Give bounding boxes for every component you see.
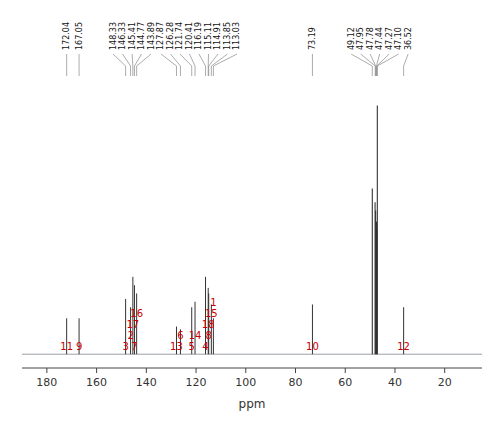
peak-label: 17 [127, 319, 140, 330]
leader-line [377, 54, 398, 76]
axis-title: ppm [239, 397, 266, 411]
peak-label: 16 [130, 308, 143, 319]
peak-label: 1 [210, 297, 216, 308]
leader-line [351, 54, 372, 76]
leader-line [404, 54, 409, 76]
peak-label: 12 [397, 341, 410, 352]
peak-label: 5 [189, 341, 195, 352]
shift-annotation: 143.89 [147, 22, 156, 50]
baseline [22, 354, 482, 355]
leader-line [66, 54, 67, 76]
tick [245, 368, 246, 373]
shift-annotation: 145.41 [128, 22, 137, 50]
peak-label: 9 [76, 341, 82, 352]
series [372, 106, 377, 355]
tick [295, 368, 296, 373]
shift-annotation: 47.44 [375, 27, 384, 50]
x-axis: 180 160 140 120 100 80 60 40 20 ppm [22, 368, 482, 411]
leader-line [132, 54, 134, 76]
shift-annotation: 113.85 [223, 22, 232, 50]
page: {"chart_data": { "type": "stem", "x_labe… [0, 0, 500, 428]
shift-annotation: 73.19 [308, 27, 317, 50]
tick-label: 20 [438, 376, 452, 389]
shift-annotation: 113.03 [232, 22, 241, 50]
shift-annotation: 126.28 [166, 22, 175, 50]
leader-line [312, 54, 313, 76]
leader-line [361, 54, 376, 76]
tick-label: 140 [136, 376, 157, 389]
shift-annotation: 115.11 [204, 22, 213, 50]
leader-line [180, 54, 192, 76]
tick-label: 120 [186, 376, 207, 389]
leader-line [189, 54, 195, 76]
peak [377, 106, 378, 355]
tick-label: 40 [388, 376, 402, 389]
tick [146, 368, 147, 373]
peak [375, 202, 376, 354]
tick-label: 160 [86, 376, 107, 389]
peak [375, 211, 376, 355]
leader-line [79, 54, 80, 76]
peak-label: 8 [206, 330, 212, 341]
peak-label: 6 [177, 330, 183, 341]
shift-annotation: 114.91 [213, 22, 222, 50]
tick [345, 368, 346, 373]
axis-line [22, 368, 482, 369]
leader-line [161, 54, 177, 76]
tick [444, 368, 445, 373]
shift-annotation: 116.19 [194, 22, 203, 50]
peak-label: 7 [131, 341, 137, 352]
tick [46, 368, 47, 373]
shift-annotation: 120.41 [185, 22, 194, 50]
tick-label: 80 [289, 376, 303, 389]
tick [96, 368, 97, 373]
series [67, 277, 404, 354]
leader-line [137, 54, 151, 76]
tick [394, 368, 395, 373]
peak [372, 188, 373, 354]
peak-label: 10 [306, 341, 319, 352]
peak-label: 14 [189, 330, 202, 341]
leader-line [199, 54, 206, 76]
plot-area [67, 106, 404, 355]
leader-line [123, 54, 131, 76]
peak-labels: 119 3217 7 16 1365144 188 151 10 12 [60, 297, 410, 352]
shift-annotation: 36.52 [404, 27, 413, 50]
peak-label: 13 [170, 341, 183, 352]
shift-annotation: 146.33 [118, 22, 127, 50]
shift-annotation: 127.87 [156, 22, 165, 50]
leader-line [213, 54, 237, 76]
shift-annotation: 47.27 [385, 27, 394, 50]
peak-label: 18 [202, 319, 215, 330]
leader-line [113, 54, 126, 76]
shift-annotation: 47.95 [356, 27, 365, 50]
shift-annotation: 167.05 [75, 22, 84, 50]
chart: 180 160 140 120 100 80 60 40 20 ppm 119 3217 7 16 1365… [0, 0, 500, 428]
tick-label: 180 [36, 376, 57, 389]
shift-annotation: 121.74 [175, 22, 184, 50]
peak-label: 11 [60, 341, 73, 352]
tick-label: 100 [235, 376, 256, 389]
shift-annotation: 172.04 [62, 22, 71, 50]
shift-annotation: 49.12 [347, 27, 356, 50]
shift-annotation: 47.10 [394, 27, 403, 50]
tick-label: 60 [338, 376, 352, 389]
peak-label: 2 [127, 330, 133, 341]
leader-line [370, 54, 375, 76]
shift-annotation: 144.77 [137, 22, 146, 50]
peak-label: 3 [122, 341, 128, 352]
shift-annotation: 148.33 [109, 22, 118, 50]
peak-label: 15 [205, 308, 218, 319]
leader-line [211, 54, 227, 76]
peak-label: 4 [202, 341, 208, 352]
leader-line [170, 54, 180, 76]
annotations: 172.04 167.05 148.33146.33145.41144.77143.… [62, 22, 412, 76]
tick [196, 368, 197, 373]
shift-annotation: 47.78 [366, 27, 375, 50]
